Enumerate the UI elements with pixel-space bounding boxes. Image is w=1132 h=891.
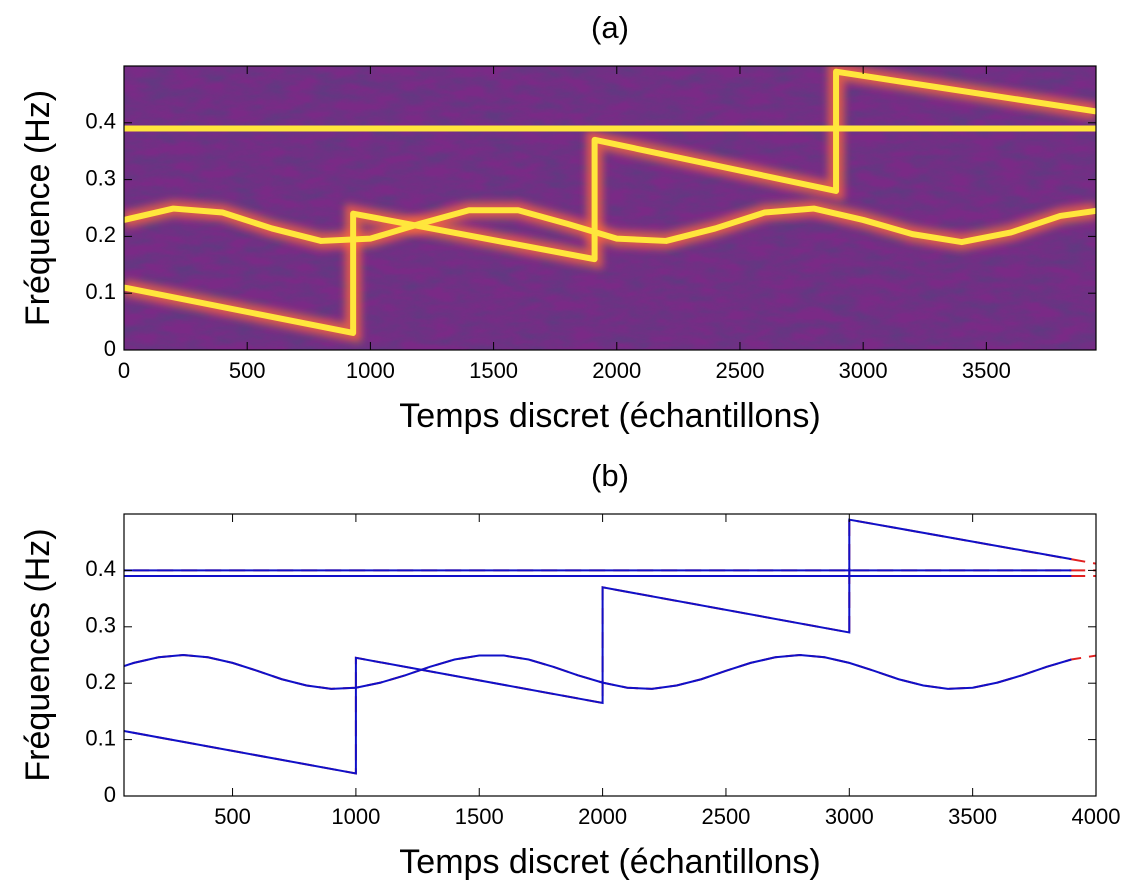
y-tick-label: 0.4 — [85, 556, 116, 581]
x-tick-label: 1500 — [455, 804, 504, 829]
x-axis-label: Temps discret (échantillons) — [399, 397, 820, 435]
x-tick-label: 3500 — [962, 358, 1011, 383]
y-tick-label: 0.4 — [85, 109, 116, 134]
x-tick-label: 1000 — [346, 358, 395, 383]
panel-title: (b) — [591, 458, 629, 493]
x-tick-label: 2500 — [715, 358, 764, 383]
panel: (a) Temps discret (échantillons) Fréquence… — [19, 10, 1097, 435]
panel-title: (a) — [591, 10, 629, 45]
x-axis-label: Temps discret (échantillons) — [399, 843, 820, 881]
estimate-line — [124, 653, 1072, 690]
axes-box — [123, 513, 1097, 797]
frequency-track — [124, 205, 1096, 246]
estimate-line — [124, 518, 1072, 775]
y-tick-label: 0.3 — [85, 613, 116, 638]
panel: (b) Temps discret (échantillons) Fréquence… — [19, 458, 1120, 881]
x-tick-label: 1000 — [331, 804, 380, 829]
x-tick-label: 3500 — [948, 804, 997, 829]
y-axis-label: Fréquences (Hz) — [19, 528, 57, 781]
y-tick-label: 0.2 — [85, 222, 116, 247]
y-tick-label: 0.2 — [85, 669, 116, 694]
x-tick-label: 2500 — [701, 804, 750, 829]
y-axis-label: Fréquence (Hz) — [19, 90, 57, 326]
plot-background — [124, 514, 1096, 796]
x-tick-label: 2000 — [592, 358, 641, 383]
y-tick-label: 0.3 — [85, 165, 116, 190]
x-tick-label: 3000 — [839, 358, 888, 383]
plot-area — [124, 66, 1096, 350]
axes-box — [123, 65, 1097, 351]
x-tick-label: 1500 — [469, 358, 518, 383]
y-tick-label: 0.1 — [85, 725, 116, 750]
x-tick-label: 4000 — [1072, 804, 1121, 829]
x-tick-label: 500 — [214, 804, 251, 829]
frequency-track — [124, 68, 1096, 336]
x-tick-label: 0 — [118, 358, 130, 383]
spectrogram-noise — [124, 66, 1096, 350]
x-tick-label: 3000 — [825, 804, 874, 829]
plot-area — [124, 518, 1096, 775]
y-tick-label: 0.1 — [85, 279, 116, 304]
y-tick-label: 0 — [104, 336, 116, 361]
y-tick-label: 0 — [104, 782, 116, 807]
x-tick-label: 2000 — [578, 804, 627, 829]
x-tick-label: 500 — [229, 358, 266, 383]
